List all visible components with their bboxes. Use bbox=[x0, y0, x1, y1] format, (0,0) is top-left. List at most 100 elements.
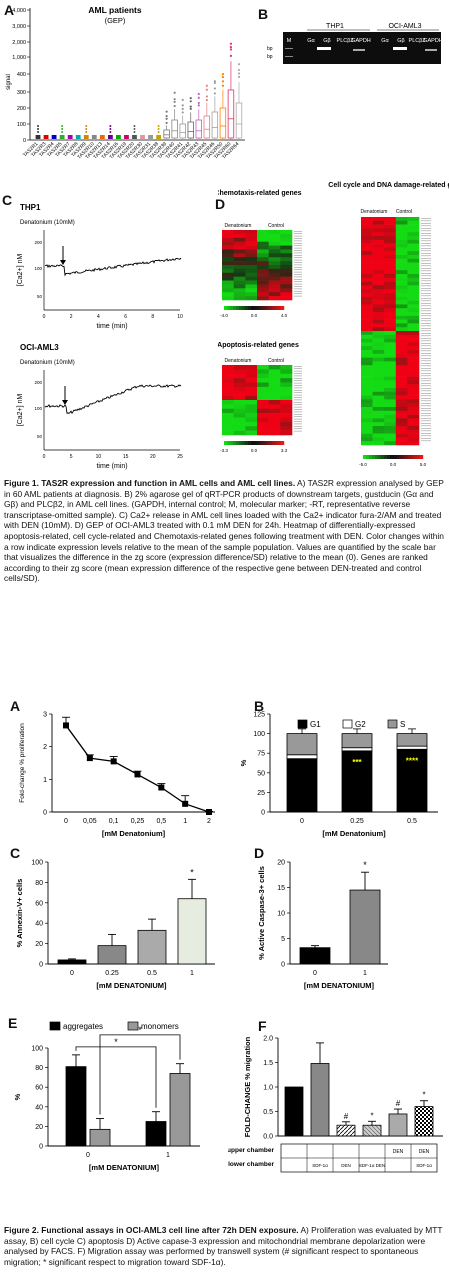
gene-label-line bbox=[421, 300, 431, 302]
gene-label-line bbox=[421, 290, 431, 292]
y-tick-label: 60 bbox=[35, 1085, 43, 1092]
heatmap-cell bbox=[372, 403, 385, 408]
bar bbox=[145, 1121, 167, 1147]
heatmap-cell bbox=[395, 304, 408, 309]
heatmap-cell bbox=[280, 288, 293, 293]
gene-label-line bbox=[421, 375, 431, 377]
heatmap-cell bbox=[384, 308, 397, 313]
heatmap-cell bbox=[222, 365, 234, 370]
outlier bbox=[61, 131, 64, 133]
heatmap-cell bbox=[361, 433, 373, 438]
x-tick-label: 8 bbox=[151, 314, 154, 320]
heatmap-cell bbox=[222, 284, 234, 289]
heatmap-cell bbox=[361, 380, 373, 385]
lane-label: PLCβ2 bbox=[337, 38, 354, 44]
gene-label-line bbox=[294, 418, 302, 420]
heatmap-cell bbox=[280, 296, 293, 301]
outlier bbox=[85, 128, 88, 130]
gene-label-line bbox=[421, 273, 431, 274]
heatmap-cell bbox=[245, 400, 258, 405]
scale-bar-cell bbox=[239, 441, 243, 445]
heatmap-cell bbox=[361, 255, 373, 260]
heatmap-cell bbox=[407, 391, 420, 396]
gene-label-line bbox=[421, 248, 431, 249]
gene-label-line bbox=[294, 250, 302, 251]
y-tick-label: 75 bbox=[257, 751, 265, 758]
gene-label-line bbox=[294, 267, 302, 268]
heatmap-cell bbox=[280, 400, 293, 405]
data-point bbox=[86, 755, 93, 762]
heatmap-cell bbox=[222, 292, 234, 297]
heatmap-cell bbox=[268, 395, 281, 401]
data-point bbox=[110, 758, 117, 765]
scale-bar-cell bbox=[266, 306, 270, 310]
gene-label-line bbox=[294, 380, 302, 381]
heatmap-cell bbox=[361, 338, 373, 343]
outlier bbox=[197, 101, 200, 105]
gene-label-line bbox=[421, 395, 431, 397]
fig1-caption-title: Figure 1. TAS2R expression and function … bbox=[4, 478, 296, 488]
heatmap-cell bbox=[395, 258, 408, 263]
scale-bar-cell bbox=[224, 441, 228, 445]
heatmap-cell bbox=[361, 384, 373, 389]
heatmap-cell bbox=[372, 224, 385, 229]
gene-label-line bbox=[421, 403, 431, 404]
heatmap-cell bbox=[233, 417, 246, 423]
significance-mark: * bbox=[370, 1111, 373, 1120]
upper-chamber-cell: DEN bbox=[393, 1149, 404, 1155]
heatmap-cell bbox=[222, 280, 234, 285]
heatmap-cell bbox=[268, 261, 281, 266]
y-tick-label: 2.0 bbox=[263, 1036, 273, 1043]
gene-label-line bbox=[421, 265, 431, 267]
heatmap-cell bbox=[372, 281, 385, 286]
data-point bbox=[206, 809, 212, 815]
lane-label: Gβ bbox=[397, 38, 404, 44]
heatmap-cell bbox=[245, 233, 258, 239]
outlier bbox=[213, 87, 216, 90]
x-tick-label: 2 bbox=[207, 818, 211, 825]
bar bbox=[57, 959, 87, 965]
gene-label-line bbox=[294, 416, 302, 417]
fig1-caption-text: A) TAS2R expression analysed by GEP in 6… bbox=[4, 478, 444, 584]
gene-label-line bbox=[421, 440, 431, 442]
gene-label-line bbox=[421, 343, 431, 344]
gene-label-line bbox=[421, 323, 431, 324]
heatmap-cell bbox=[280, 382, 293, 388]
gene-label-line bbox=[294, 414, 302, 415]
heatmap-cell bbox=[361, 342, 373, 347]
heatmap-cell bbox=[407, 361, 420, 366]
heatmap-cell bbox=[233, 280, 246, 285]
y-tick-label: 50 bbox=[37, 294, 43, 299]
x-tick-label: 1 bbox=[363, 970, 367, 977]
heatmap-cell bbox=[407, 426, 420, 431]
stacked-bar-segment bbox=[396, 733, 428, 747]
y-tick-label: 200 bbox=[34, 240, 42, 245]
heatmap-cell bbox=[257, 413, 269, 418]
heatmap-cell bbox=[245, 365, 258, 370]
box bbox=[187, 121, 194, 139]
heatmap-cell bbox=[245, 430, 258, 436]
outlier bbox=[197, 92, 200, 96]
heatmap-cell bbox=[372, 255, 385, 260]
heatmap-cell bbox=[407, 353, 420, 358]
y-axis-label: % Annexin-V+ cells bbox=[15, 879, 24, 948]
heatmap-cell bbox=[268, 373, 281, 379]
outlier bbox=[133, 125, 136, 127]
heatmap-cell bbox=[361, 251, 373, 256]
heatmap-cell bbox=[407, 346, 420, 351]
gene-label-line bbox=[294, 385, 302, 386]
chemotaxis-title: Chemotaxis-related genes bbox=[218, 190, 302, 197]
scale-bar-cell bbox=[245, 306, 249, 310]
heatmap-cell bbox=[384, 407, 397, 412]
proliferation-line bbox=[65, 725, 210, 813]
heatmap-cell bbox=[395, 232, 408, 237]
gene-label-line bbox=[294, 409, 302, 410]
heatmap-cell bbox=[384, 232, 397, 237]
heatmap-cell bbox=[233, 261, 246, 266]
gene-label-line bbox=[421, 438, 431, 439]
heatmap-cell bbox=[280, 272, 293, 277]
heatmap-cell bbox=[384, 258, 397, 263]
heatmap-cell bbox=[372, 346, 385, 351]
gene-label-line bbox=[294, 243, 302, 244]
heatmap-cell bbox=[372, 338, 385, 343]
